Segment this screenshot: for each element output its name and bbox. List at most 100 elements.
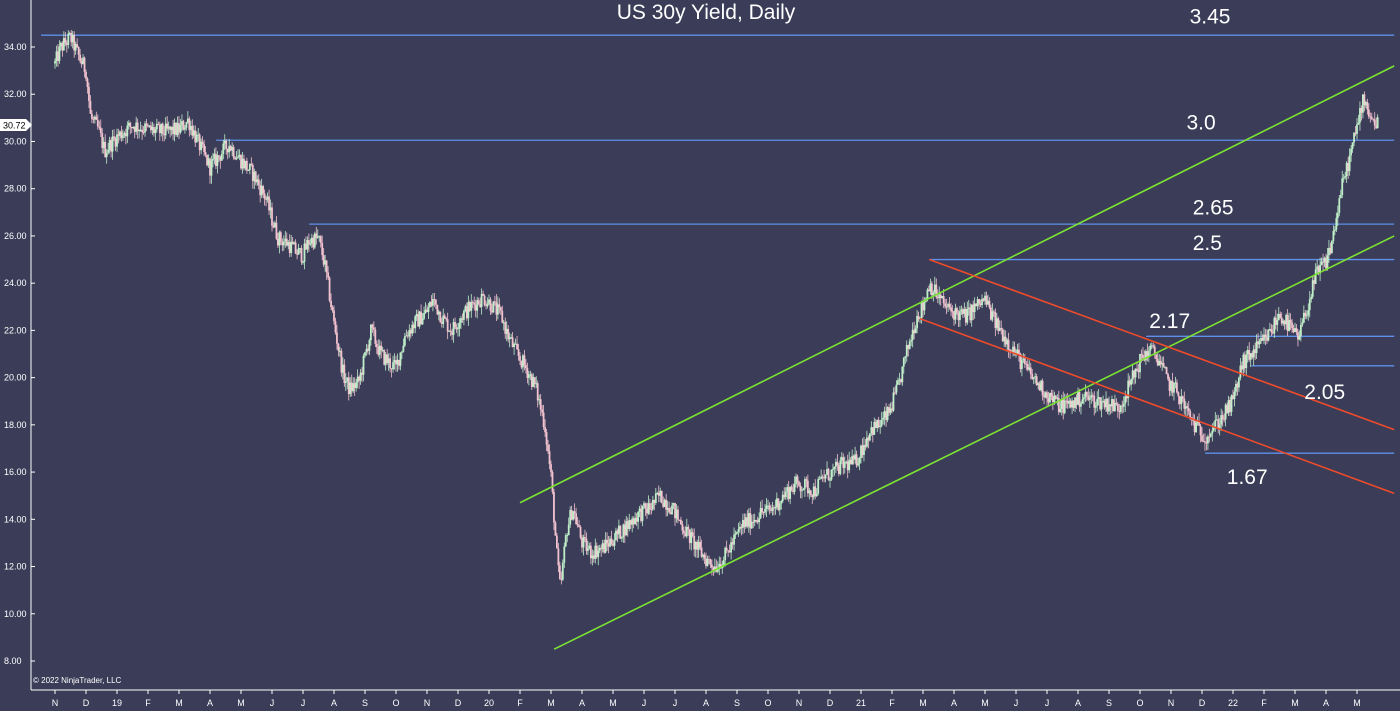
candle-body (1236, 383, 1239, 388)
candle-body (631, 518, 634, 525)
y-tick-label: 20.00 (4, 373, 27, 383)
candle-body (1276, 320, 1279, 325)
candle-body (700, 547, 703, 557)
candle-body (200, 141, 203, 151)
candle-body (96, 119, 99, 127)
candle-body (1164, 367, 1166, 369)
candlesticks (54, 29, 1379, 585)
candle-body (866, 437, 868, 447)
candle-body (440, 322, 443, 324)
candle-body (114, 138, 117, 147)
candle-body (716, 569, 719, 572)
candle-body (328, 277, 331, 301)
candle-body (73, 34, 76, 51)
candle-body (1071, 400, 1073, 408)
candle-body (303, 243, 306, 262)
candle-body (93, 116, 96, 120)
candle-body (498, 304, 501, 308)
candle-body (1057, 397, 1060, 413)
candle-body (752, 521, 755, 523)
candle-body (254, 171, 257, 183)
candle-body (1269, 329, 1271, 331)
y-tick-label: 16.00 (4, 467, 27, 477)
candle-body (656, 493, 659, 495)
candle-body (101, 132, 104, 148)
candle-body (389, 358, 391, 369)
candle-body (223, 140, 226, 144)
candle-body (340, 350, 343, 373)
candle-body (1003, 336, 1006, 342)
candle-body (804, 479, 806, 489)
candle-body (250, 163, 253, 165)
candle-body (522, 355, 524, 368)
candle-body (172, 126, 174, 135)
candle-body (1100, 401, 1103, 410)
candle-body (167, 126, 170, 129)
candle-body (578, 525, 580, 527)
candle-body (468, 302, 471, 311)
candle-body (619, 525, 622, 539)
candle-body (164, 123, 167, 136)
candle-body (1177, 392, 1180, 397)
candle-body (1062, 399, 1065, 414)
candle-body (1242, 354, 1245, 370)
candle-body (362, 355, 365, 375)
candle-body (880, 419, 883, 426)
candle-body (753, 519, 756, 523)
x-tick-label: D (1199, 698, 1206, 708)
candle-body (843, 461, 846, 468)
candle-body (429, 302, 431, 308)
candle-body (588, 545, 591, 549)
candle-body (1190, 417, 1193, 419)
candle-body (356, 376, 359, 383)
candle-body (207, 158, 210, 166)
candle-body (219, 156, 222, 161)
candle-body (489, 299, 492, 311)
candle-body (923, 301, 926, 311)
candle-body (973, 303, 976, 313)
candle-body (908, 341, 911, 349)
candle-body (672, 503, 675, 506)
candle-body (1199, 425, 1202, 436)
candle-body (1183, 398, 1186, 409)
candle-body (867, 437, 870, 441)
candle-body (985, 295, 988, 305)
candle-body (733, 534, 735, 545)
candle-body (412, 324, 415, 329)
x-tick-label: J (270, 698, 275, 708)
candle-body (1359, 108, 1361, 123)
candle-body (1363, 94, 1366, 106)
candle-body (1313, 280, 1316, 284)
candle-body (1013, 346, 1016, 355)
candle-body (213, 153, 216, 159)
candle-body (246, 160, 248, 171)
candle-body (1032, 377, 1035, 379)
candle-body (1114, 402, 1116, 412)
candle-body (1097, 397, 1100, 400)
candle-body (150, 125, 152, 131)
candle-body (1130, 379, 1133, 385)
candle-body (130, 126, 133, 129)
candle-body (371, 324, 374, 328)
candle-body (189, 125, 192, 131)
candle-body (994, 312, 997, 328)
candle-body (1085, 392, 1088, 396)
candle-body (964, 309, 967, 323)
y-tick-label: 34.00 (4, 42, 27, 52)
candle-body (882, 417, 885, 420)
candle-body (799, 485, 802, 492)
candle-body (979, 303, 982, 306)
candle-body (978, 299, 980, 304)
candle-body (341, 364, 344, 373)
candle-body (991, 311, 994, 320)
candle-body (1336, 212, 1339, 219)
x-tick-label: N (796, 698, 803, 708)
candle-body (713, 566, 716, 571)
candle-body (240, 155, 242, 169)
candle-body (184, 127, 186, 130)
candle-body (765, 505, 768, 509)
candle-body (644, 503, 647, 509)
candle-body (1060, 399, 1063, 409)
candle-body (647, 503, 650, 514)
